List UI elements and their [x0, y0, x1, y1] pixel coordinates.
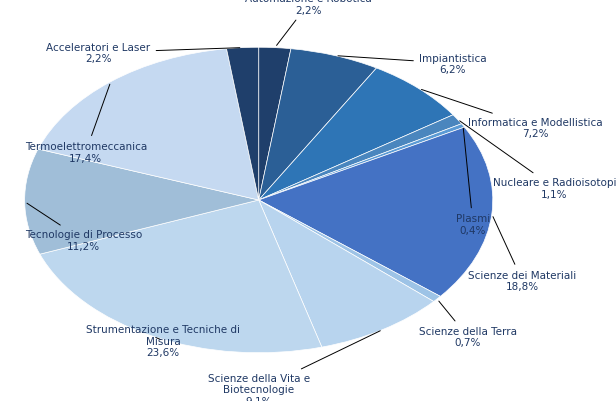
Text: Strumentazione e Tecniche di
Misura
23,6%: Strumentazione e Tecniche di Misura 23,6…: [86, 324, 240, 357]
Text: Termoelettromeccanica
17,4%: Termoelettromeccanica 17,4%: [25, 85, 147, 163]
Text: Scienze dei Materiali
18,8%: Scienze dei Materiali 18,8%: [468, 217, 577, 292]
Text: Plasmi
0,4%: Plasmi 0,4%: [456, 129, 490, 235]
Wedge shape: [227, 48, 259, 200]
Text: Impiantistica
6,2%: Impiantistica 6,2%: [338, 53, 487, 75]
Text: Informatica e Modellistica
7,2%: Informatica e Modellistica 7,2%: [421, 90, 603, 139]
Wedge shape: [259, 200, 440, 302]
Wedge shape: [259, 200, 434, 347]
Wedge shape: [259, 69, 453, 200]
Text: Scienze della Terra
0,7%: Scienze della Terra 0,7%: [419, 301, 517, 348]
Wedge shape: [25, 150, 259, 255]
Text: Acceleratori e Laser
2,2%: Acceleratori e Laser 2,2%: [46, 43, 240, 64]
Wedge shape: [38, 50, 259, 200]
Wedge shape: [259, 48, 291, 200]
Wedge shape: [259, 115, 461, 200]
Text: Nucleare e Radioisotopi
1,1%: Nucleare e Radioisotopi 1,1%: [460, 122, 616, 199]
Text: Scienze della Vita e
Biotecnologie
9,1%: Scienze della Vita e Biotecnologie 9,1%: [208, 331, 380, 401]
Text: Tecnologie di Processo
11,2%: Tecnologie di Processo 11,2%: [25, 204, 142, 251]
Wedge shape: [40, 200, 322, 353]
Wedge shape: [259, 50, 376, 200]
Wedge shape: [259, 128, 493, 297]
Text: Automazione e Robotica
2,2%: Automazione e Robotica 2,2%: [245, 0, 371, 46]
Wedge shape: [259, 124, 464, 200]
